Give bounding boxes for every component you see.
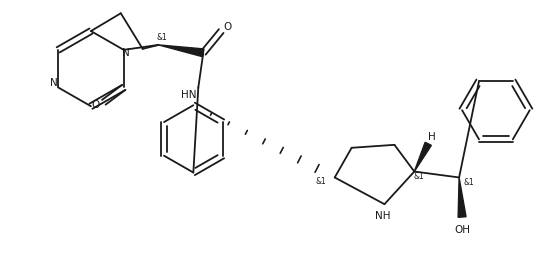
- Text: O: O: [223, 22, 232, 32]
- Text: OH: OH: [454, 225, 470, 235]
- Text: N: N: [50, 78, 58, 88]
- Text: H: H: [429, 132, 436, 142]
- Text: O: O: [92, 100, 100, 110]
- Text: NH: NH: [375, 211, 390, 221]
- Text: HN: HN: [181, 90, 196, 100]
- Polygon shape: [458, 178, 466, 217]
- Text: &1: &1: [156, 33, 167, 42]
- Text: &1: &1: [315, 177, 326, 186]
- Text: N: N: [122, 48, 129, 58]
- Polygon shape: [158, 45, 204, 57]
- Polygon shape: [415, 142, 431, 171]
- Text: &1: &1: [464, 178, 474, 187]
- Text: &1: &1: [414, 172, 425, 181]
